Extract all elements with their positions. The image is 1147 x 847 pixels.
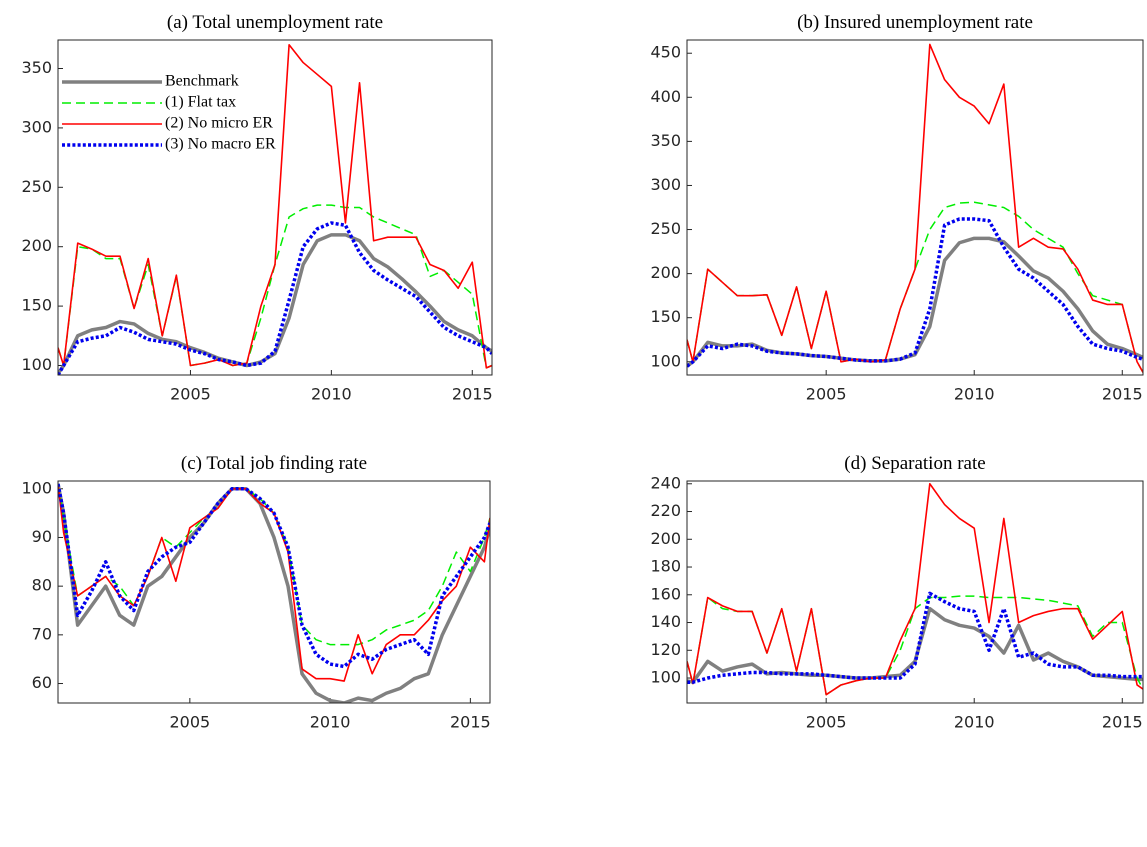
subplot: (d) Separation rate 100 120 140 160 180 200 220… [650,453,1144,732]
subplot-title: (c) Total job finding rate [181,453,367,474]
series-line [687,217,1143,368]
y-tick-label: 250 [650,219,681,238]
subplot-title: (b) Insured unemployment rate [797,12,1033,33]
x-tick-label: 2015 [1102,385,1143,404]
y-tick-label: 200 [650,529,681,548]
x-tick-label: 2005 [169,713,210,732]
y-tick-label: 250 [21,177,52,196]
y-tick-label: 120 [650,640,681,659]
series-line [58,221,492,375]
x-tick-label: 2015 [452,385,493,404]
y-tick-label: 200 [650,263,681,282]
series-line [58,204,492,369]
y-tick-label: 70 [32,624,52,643]
y-tick-label: 300 [21,117,52,136]
series-line [58,483,490,669]
axes-box [57,39,493,376]
axes-box [57,480,491,704]
y-tick-label: 180 [650,557,681,576]
series-line [687,606,1143,684]
x-tick-label: 2015 [450,713,491,732]
legend-label: (2) No micro ER [165,115,273,132]
y-tick-label: 240 [650,473,681,492]
axes-box [686,480,1144,704]
axes-box [686,39,1144,376]
y-tick-label: 400 [650,87,681,106]
y-tick-label: 140 [650,612,681,631]
y-tick-label: 160 [650,584,681,603]
y-tick-label: 450 [650,43,681,62]
x-tick-label: 2010 [311,385,352,404]
series-line [58,43,492,369]
y-tick-label: 220 [650,501,681,520]
subplot-title: (a) Total unemployment rate [167,12,383,33]
x-tick-label: 2010 [954,713,995,732]
y-tick-label: 100 [650,668,681,687]
y-tick-label: 100 [650,351,681,370]
y-tick-label: 100 [21,478,52,497]
x-tick-label: 2010 [954,385,995,404]
y-tick-label: 100 [21,355,52,374]
series-line [687,595,1143,696]
series-line [687,482,1143,696]
series-line [58,233,492,375]
subplot-title: (d) Separation rate [844,453,985,474]
y-tick-label: 200 [21,236,52,255]
legend-label: (1) Flat tax [165,94,236,111]
x-tick-label: 2010 [310,713,351,732]
subplot: (c) Total job finding rate 60 70 80 90 100 200… [21,453,490,732]
y-tick-label: 300 [650,175,681,194]
y-tick-label: 60 [32,673,52,692]
series-line [687,591,1143,684]
x-tick-label: 2015 [1102,713,1143,732]
subplot: (b) Insured unemployment rate 100 150 200 25… [650,12,1144,404]
y-tick-label: 150 [21,296,52,315]
series-line [687,43,1143,373]
subplot: (a) Total unemployment rate 100 150 200 250 3… [21,12,492,404]
x-tick-label: 2005 [806,385,847,404]
y-tick-label: 90 [32,527,52,546]
series-line [58,483,490,646]
y-tick-label: 350 [21,58,52,77]
series-line [58,483,490,703]
y-tick-label: 80 [32,576,52,595]
y-tick-label: 350 [650,131,681,150]
legend-label: (3) No macro ER [165,136,276,153]
x-tick-label: 2005 [170,385,211,404]
y-tick-label: 150 [650,307,681,326]
x-tick-label: 2005 [806,713,847,732]
legend-label: Benchmark [165,73,239,90]
